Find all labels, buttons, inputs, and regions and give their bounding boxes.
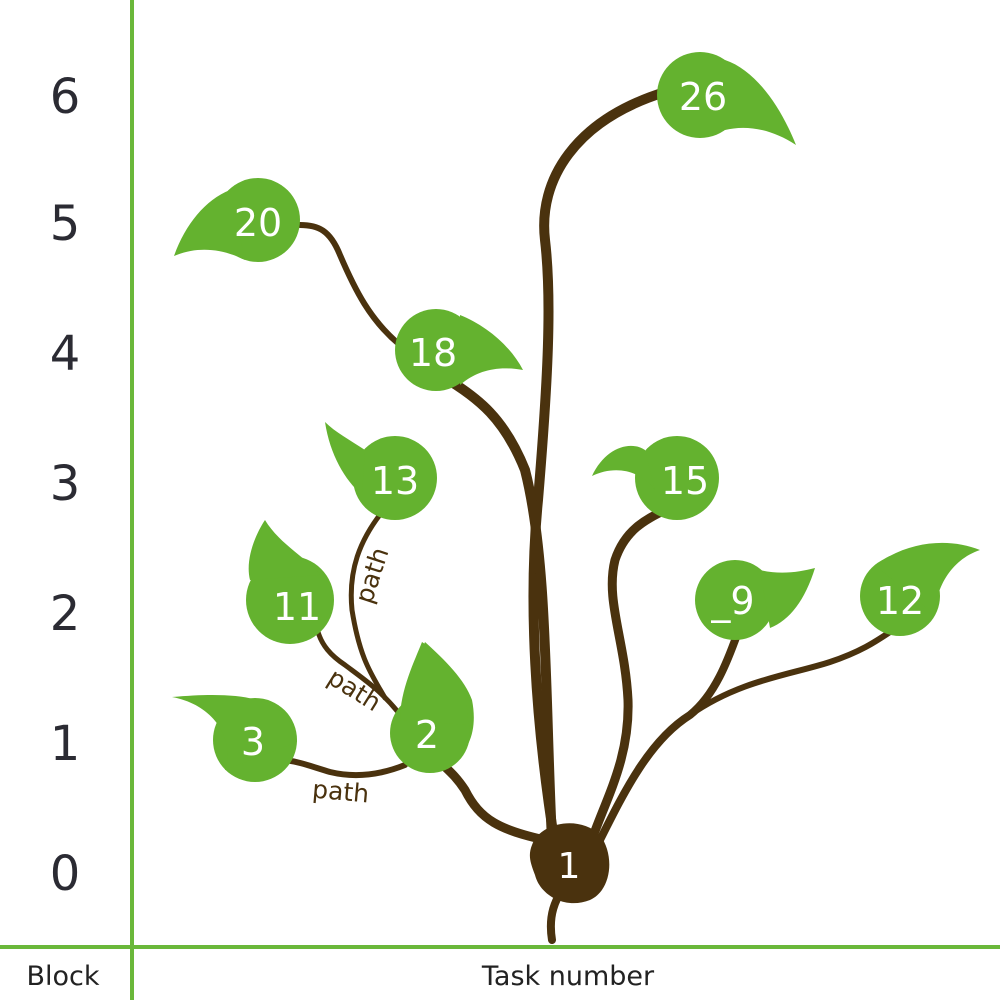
stems <box>282 87 893 944</box>
stem-1-26 <box>528 87 670 850</box>
leaf-tip <box>725 60 796 145</box>
stem-1-18 <box>435 370 557 845</box>
leaf-label: 18 <box>409 331 457 375</box>
root-shape <box>529 823 610 904</box>
leaf-shape <box>695 560 775 640</box>
leaf-node: 20 <box>174 178 300 262</box>
leaf-label: 3 <box>241 720 265 764</box>
root-node: 1 <box>529 823 610 904</box>
stem-1-2 <box>435 757 550 845</box>
y-axis-caption: Block <box>26 961 99 992</box>
path-label: path <box>311 775 370 809</box>
leaf-node: 15 <box>592 436 719 520</box>
stem-1-9 <box>596 628 742 844</box>
leaf-tip <box>875 542 980 615</box>
leaf-label: 20 <box>234 201 282 245</box>
leaf-tip <box>592 445 655 490</box>
leaf-tip <box>174 190 245 260</box>
stem-2-3 <box>282 757 408 779</box>
stem-1-15 <box>585 505 670 850</box>
block-level-label: 2 <box>50 586 81 642</box>
leaf-node: 2 <box>390 642 474 773</box>
leaf-label: 13 <box>371 459 419 503</box>
leaf-node: 18 <box>395 309 523 391</box>
stem-9-12 <box>687 629 893 718</box>
leaf-tip <box>460 315 523 385</box>
stem-2-13 <box>348 509 388 701</box>
block-level-label: 5 <box>50 196 81 252</box>
leaf-tip <box>248 520 320 580</box>
leaf-label: _9 <box>710 579 754 623</box>
block-level-label: 1 <box>50 716 81 772</box>
leaf-shape <box>395 309 477 391</box>
block-level-label: 4 <box>50 326 81 382</box>
root-label: 1 <box>558 846 581 887</box>
leaf-node: _9 <box>695 560 815 640</box>
block-level-label: 6 <box>50 69 81 125</box>
leaf-tip <box>400 642 469 725</box>
stem-18-20 <box>297 222 403 348</box>
x-axis-caption: Task number <box>481 961 655 992</box>
leaf-node: 12 <box>860 542 980 636</box>
leaf-label: 12 <box>876 579 924 623</box>
leaf-shape <box>635 436 719 520</box>
leaf-label: 15 <box>661 459 709 503</box>
leaf-shape <box>657 52 743 138</box>
leaf-node: 13 <box>325 422 437 520</box>
leaf-label: 11 <box>273 585 321 629</box>
leaf-label: 26 <box>679 75 727 119</box>
leaf-node: 11 <box>246 520 334 644</box>
leaf-node: 26 <box>657 52 796 145</box>
block-level-label: 3 <box>50 456 81 512</box>
leaf-tip <box>325 422 365 495</box>
leaf-label: 2 <box>415 713 439 757</box>
leaf-shape <box>353 436 437 520</box>
leaf-tip <box>172 694 297 770</box>
block-level-label: 0 <box>50 846 81 902</box>
leaf-tip <box>760 568 815 628</box>
leaf-node: 3 <box>172 694 297 782</box>
